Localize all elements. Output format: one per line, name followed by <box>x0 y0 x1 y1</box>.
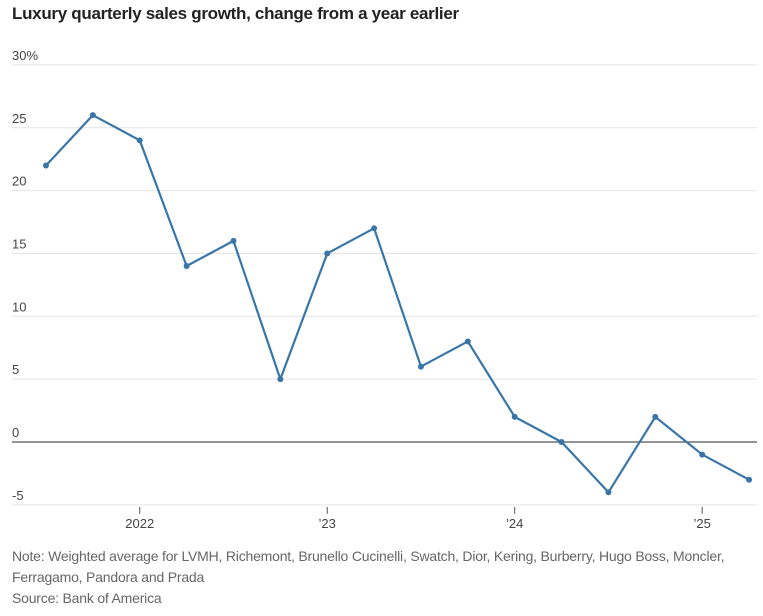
source-text: Source: Bank of America <box>12 590 162 606</box>
x-tick-label: 2022 <box>125 516 154 531</box>
data-point <box>464 338 471 345</box>
chart-title: Luxury quarterly sales growth, change fr… <box>12 4 459 23</box>
data-point <box>324 250 331 257</box>
data-point <box>371 225 378 232</box>
data-point <box>605 489 612 496</box>
data-point <box>230 237 237 244</box>
data-point <box>699 451 706 458</box>
x-tick-label: ’23 <box>319 516 336 531</box>
data-point <box>277 376 284 383</box>
x-tick-label: ’25 <box>694 516 711 531</box>
series-line <box>45 114 750 494</box>
data-point <box>746 476 753 483</box>
data-point <box>558 439 565 445</box>
y-tick-label: 15 <box>12 236 26 251</box>
data-point <box>183 263 190 270</box>
data-point <box>652 413 659 420</box>
y-tick-label: 0 <box>12 425 19 440</box>
line-chart: 30% 25 20 15 10 5 0 -5 2022 ’23 ’24 ’25 <box>12 48 757 531</box>
y-tick-label: 5 <box>12 362 19 377</box>
x-tick-label: ’24 <box>506 516 523 531</box>
chart-notes: Note: Weighted average for LVMH, Richemo… <box>12 546 757 609</box>
note-text: Note: Weighted average for LVMH, Richemo… <box>12 548 725 585</box>
data-point <box>511 413 518 420</box>
data-point <box>417 363 424 370</box>
data-point <box>43 162 49 169</box>
data-point <box>89 112 96 119</box>
y-tick-label: -5 <box>12 488 24 503</box>
y-tick-label: 20 <box>12 174 26 189</box>
y-tick-label: 25 <box>12 111 26 126</box>
y-tick-label: 30% <box>12 48 38 63</box>
y-tick-label: 10 <box>12 299 26 314</box>
data-point <box>136 137 143 144</box>
